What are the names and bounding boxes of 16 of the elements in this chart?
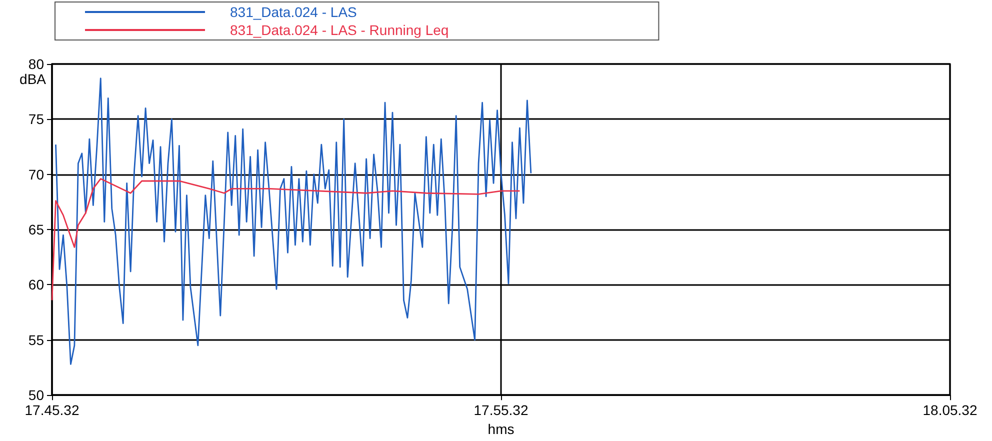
x-tick-label: 17.45.32	[24, 402, 80, 418]
line-series	[55, 78, 532, 365]
y-axis-title: dBA	[20, 71, 47, 87]
y-tick-label: 70	[28, 166, 44, 182]
y-tick-label: 50	[28, 387, 44, 404]
y-tick-label: 75	[28, 111, 44, 128]
text: 831_Data.024 - LAS - Running Leq	[230, 22, 449, 38]
y-tick-label: 55	[28, 332, 44, 348]
y-tick-label: 65	[28, 222, 44, 238]
x-tick-label: 18.05.32	[922, 402, 978, 418]
y-tick-label: 60	[28, 276, 44, 293]
x-tick-label: 17.55.32	[474, 402, 528, 418]
x-axis-title: hms	[488, 421, 514, 437]
text: 831_Data.024 - LAS	[230, 4, 357, 20]
line-series	[51, 178, 520, 301]
y-tick-label: 80	[28, 56, 44, 72]
